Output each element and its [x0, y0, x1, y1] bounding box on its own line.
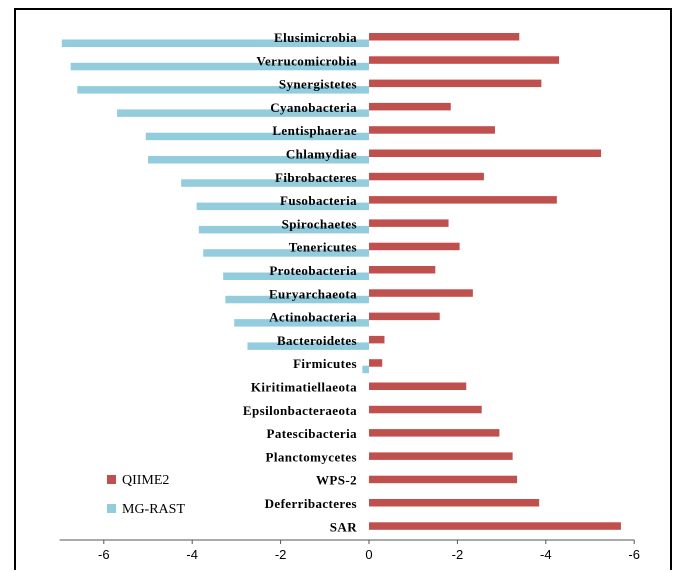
category-label-euryarchaeota: Euryarchaeota: [269, 286, 357, 301]
bar-qiime2-sar: [369, 522, 621, 530]
category-label-patescibacteria: Patescibacteria: [267, 426, 358, 441]
bar-qiime2-spirochaetes: [369, 219, 449, 227]
bar-mg-rast-proteobacteria: [223, 272, 369, 280]
category-label-verrucomicrobia: Verrucomicrobia: [256, 53, 357, 68]
category-label-bacteroidetes: Bacteroidetes: [277, 333, 357, 348]
legend-label-mg-rast: MG-RAST: [122, 502, 185, 517]
bar-mg-rast-verrucomicrobia: [70, 62, 370, 71]
bar-qiime2-chlamydiae: [369, 149, 602, 157]
bar-mg-rast-tenericutes: [203, 249, 369, 257]
category-labels: Elusimicrobia Verrucomicrobia Synergistete…: [243, 30, 357, 534]
category-label-planctomycetes: Planctomycetes: [265, 449, 357, 464]
bar-qiime2-planctomycetes: [369, 452, 513, 460]
bar-qiime2-kiritimatiellaeota: [369, 382, 467, 390]
category-label-deferribacteres: Deferribacteres: [265, 496, 357, 511]
category-label-firmicutes: Firmicutes: [293, 356, 357, 371]
bar-qiime2-patescibacteria: [369, 429, 500, 437]
category-label-wps-2: WPS-2: [316, 473, 357, 488]
category-label-chlamydiae: Chlamydiae: [286, 147, 357, 162]
legend-swatch-mg-rast: [107, 504, 116, 513]
x-tick-label: 0: [365, 547, 372, 562]
bar-mg-rast-euryarchaeota: [225, 295, 369, 304]
bar-qiime2-actinobacteria: [369, 312, 440, 321]
category-label-spirochaetes: Spirochaetes: [282, 216, 357, 231]
bars-layer: [61, 33, 621, 530]
category-label-fusobacteria: Fusobacteria: [280, 193, 357, 208]
bar-qiime2-euryarchaeota: [369, 289, 473, 297]
category-label-lentisphaerae: Lentisphaerae: [272, 123, 357, 138]
bar-qiime2-fusobacteria: [369, 196, 557, 204]
bar-mg-rast-fusobacteria: [196, 202, 369, 211]
bar-qiime2-fibrobacteres: [369, 172, 484, 181]
bar-qiime2-elusimicrobia: [369, 33, 520, 41]
category-label-epsilonbacteraeota: Epsilonbacteraeota: [243, 403, 357, 418]
category-label-cyanobacteria: Cyanobacteria: [270, 100, 357, 115]
bar-mg-rast-cyanobacteria: [117, 109, 369, 117]
x-tick-label: -4: [186, 547, 198, 562]
bar-qiime2-proteobacteria: [369, 266, 436, 274]
bar-mg-rast-fibrobacteres: [181, 179, 369, 187]
bar-qiime2-bacteroidetes: [369, 335, 385, 344]
x-tick-label: -6: [98, 547, 110, 562]
x-tick-label: -4: [540, 547, 552, 562]
category-label-fibrobacteres: Fibrobacteres: [275, 170, 357, 185]
bar-mg-rast-lentisphaerae: [145, 132, 369, 141]
bar-mg-rast-firmicutes: [362, 365, 369, 374]
category-label-tenericutes: Tenericutes: [289, 240, 357, 255]
legend-swatch-qiime2: [107, 475, 116, 484]
x-axis: -6 -4 -2 0 -2 -4 -6: [59, 539, 640, 562]
bar-mg-rast-actinobacteria: [234, 319, 369, 327]
category-label-actinobacteria: Actinobacteria: [269, 310, 357, 325]
category-label-synergistetes: Synergistetes: [279, 77, 357, 92]
bar-qiime2-tenericutes: [369, 242, 460, 251]
chart-frame: [14, 8, 672, 570]
category-label-proteobacteria: Proteobacteria: [269, 263, 357, 278]
bar-qiime2-synergistetes: [369, 79, 542, 88]
bar-qiime2-epsilonbacteraeota: [369, 405, 482, 414]
bar-mg-rast-chlamydiae: [148, 156, 369, 164]
bar-qiime2-cyanobacteria: [369, 102, 451, 111]
bar-qiime2-firmicutes: [369, 359, 383, 367]
legend: QIIME2 MG-RAST: [107, 473, 185, 517]
bar-qiime2-lentisphaerae: [369, 126, 495, 134]
x-tick-label: -2: [452, 547, 464, 562]
category-label-elusimicrobia: Elusimicrobia: [274, 30, 357, 45]
bar-qiime2-wps-2: [369, 475, 518, 484]
x-tick-label: -6: [628, 547, 640, 562]
bar-mg-rast-elusimicrobia: [61, 39, 370, 47]
category-label-kiritimatiellaeota: Kiritimatiellaeota: [251, 380, 357, 395]
bar-qiime2-deferribacteres: [369, 499, 540, 507]
x-tick-label: -2: [275, 547, 287, 562]
bar-mg-rast-bacteroidetes: [247, 342, 369, 350]
bar-mg-rast-spirochaetes: [198, 225, 369, 234]
bar-qiime2-verrucomicrobia: [369, 56, 560, 64]
legend-label-qiime2: QIIME2: [122, 473, 169, 488]
category-label-sar: SAR: [330, 519, 357, 534]
bar-mg-rast-synergistetes: [77, 86, 369, 94]
